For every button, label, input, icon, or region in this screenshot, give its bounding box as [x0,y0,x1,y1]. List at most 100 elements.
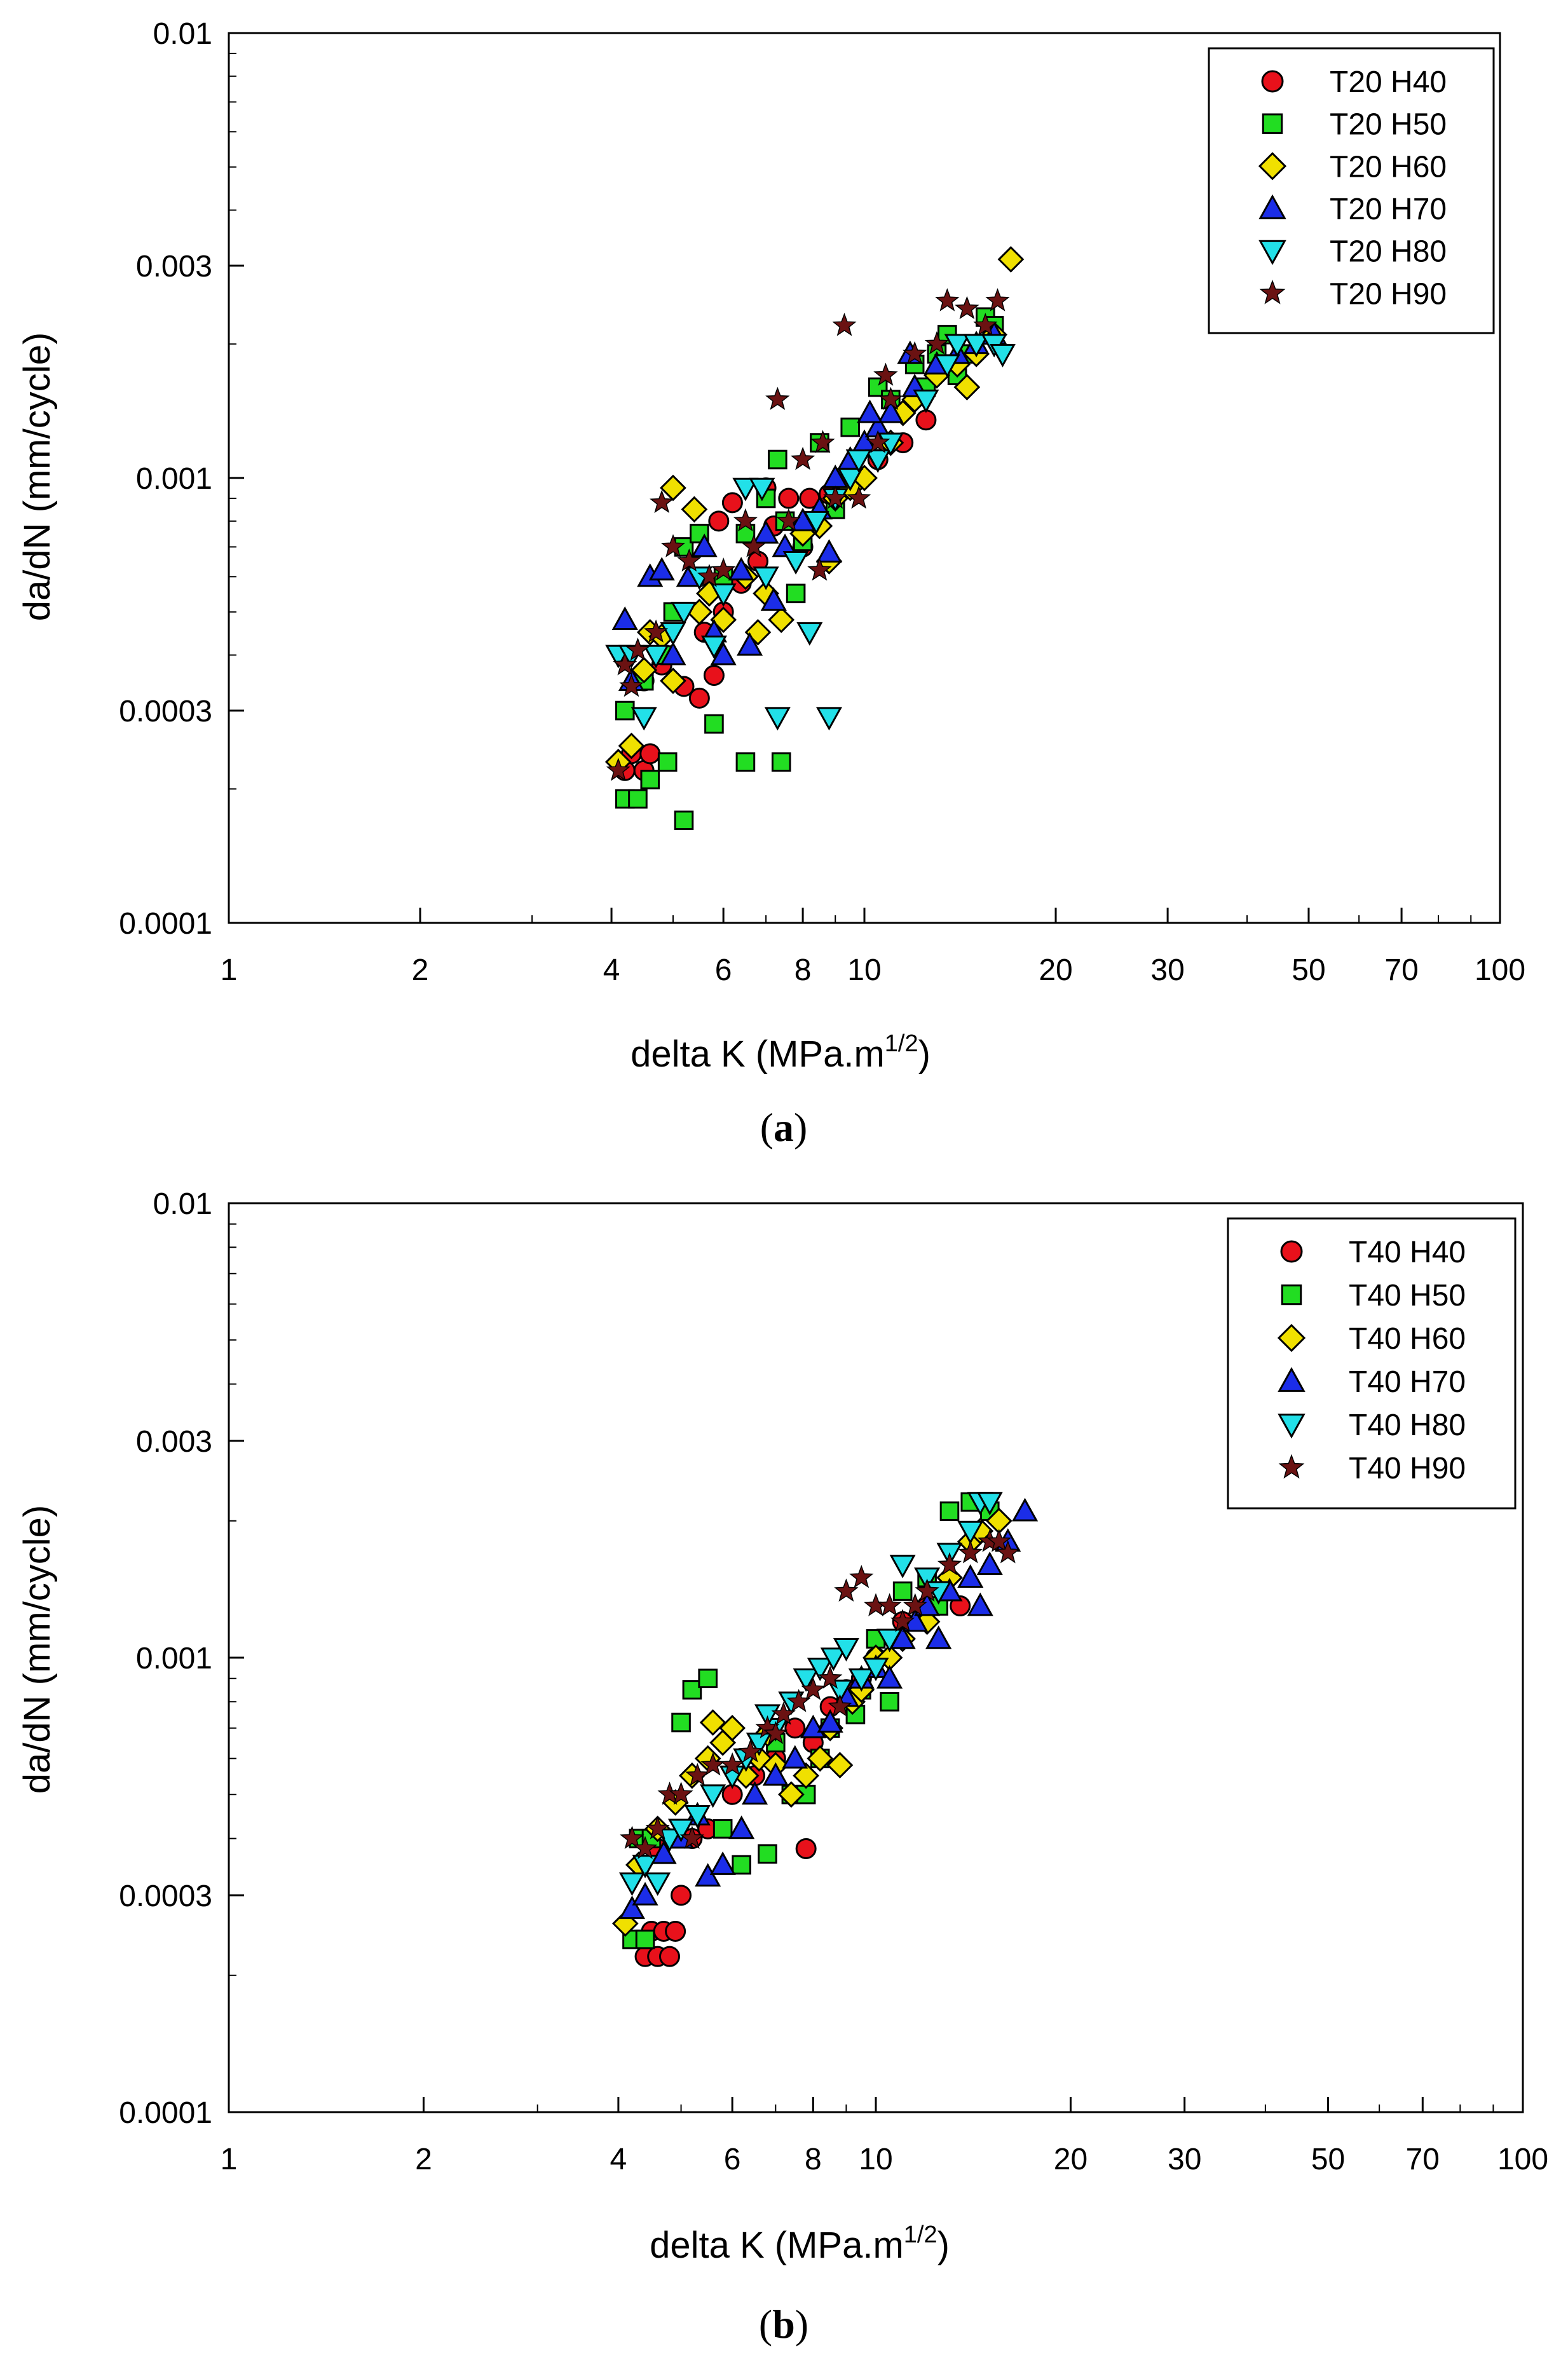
data-point [645,1816,670,1839]
data-point [782,1745,808,1769]
data-point [659,1946,681,1967]
legend-marker [1278,1454,1305,1479]
data-point [668,1818,695,1843]
x-tick-label: 50 [1292,953,1325,987]
data-point [632,1836,658,1859]
x-tick-label: 70 [1384,953,1418,987]
series-t40-h70 [618,1497,1039,1920]
y-tick-label: 0.0001 [119,907,212,941]
data-point [708,510,730,532]
data-point [685,1763,710,1786]
data-point [957,1564,984,1588]
x-tick-label: 20 [1039,953,1072,987]
data-point [709,1851,736,1875]
y-axis-label: da/dN (mm/cycle) [17,1505,58,1794]
data-point [632,1881,658,1906]
data-point [939,1501,960,1521]
data-point [741,1781,768,1805]
data-point [632,1855,658,1879]
data-point [749,477,775,501]
data-point [857,399,883,423]
data-point [820,1647,847,1672]
data-point [915,409,937,431]
x-tick-label: 2 [412,953,429,987]
data-point [699,1709,726,1736]
data-point [671,601,697,625]
data-point [826,1752,854,1779]
x-axis-label-exponent: 1/2 [885,1030,918,1057]
x-tick-label: 50 [1311,2143,1345,2176]
data-point [985,288,1010,311]
data-point [650,1840,677,1864]
data-point [903,341,927,365]
legend-marker [1278,1367,1306,1392]
y-tick-label: 0.0003 [119,1879,212,1913]
data-point [721,492,743,514]
data-point [782,551,809,575]
data-point [878,386,903,411]
data-point [768,449,787,470]
data-point [778,1781,805,1808]
data-point [828,1694,852,1717]
data-point [768,606,795,634]
data-point [753,520,779,544]
data-point [710,641,737,665]
panel-caption: (b) [759,2302,808,2347]
x-tick-label: 2 [415,2143,432,2176]
data-point [817,1709,843,1733]
data-point [677,548,702,572]
legend-label: T40 H80 [1349,1409,1466,1442]
y-tick-label: 0.001 [136,1642,212,1675]
data-point [862,1658,889,1682]
data-point [631,657,658,684]
x-tick-label: 30 [1168,2143,1201,2176]
data-point [735,752,756,772]
data-point [732,477,759,501]
data-point [807,1745,834,1772]
data-point [786,583,806,604]
data-point [934,354,960,378]
data-point [810,430,835,453]
caption-close-paren: ) [795,2302,808,2347]
legend-marker [1258,194,1286,219]
data-point [925,1625,952,1649]
data-point [803,510,829,535]
data-point [635,1929,655,1949]
data-point [823,485,848,509]
data-point [733,508,758,532]
x-axis-label-main: delta K (MPa.m [650,2225,904,2266]
data-point [801,1677,826,1700]
data-point [989,343,1016,367]
data-point [746,1732,772,1756]
data-point [684,1805,711,1829]
data-point [736,632,763,656]
data-point [976,1551,1003,1575]
data-point [976,1492,1003,1516]
y-tick-label: 0.01 [153,1187,212,1221]
legend-box [1227,1217,1517,1510]
data-point [837,468,864,492]
data-point [660,667,686,695]
data-point [924,331,950,355]
data-point [815,707,843,731]
legend-label: T20 H70 [1330,193,1447,226]
legend-label: T40 H40 [1349,1236,1466,1269]
data-point [619,673,644,697]
series-t40-h80 [618,1492,1003,1896]
x-tick-label: 30 [1150,953,1184,987]
data-point [741,534,767,557]
data-point [704,714,724,734]
data-point [840,417,861,437]
data-point [606,758,631,781]
data-point [986,1529,1011,1552]
y-tick-label: 0.0001 [119,2096,212,2130]
x-tick-label: 20 [1054,2143,1087,2176]
data-point [877,1593,902,1616]
legend-marker [1259,279,1286,304]
data-point [703,665,725,686]
data-point [656,1828,683,1852]
data-point [697,564,722,587]
data-point [793,1668,819,1692]
data-point [698,1668,718,1689]
